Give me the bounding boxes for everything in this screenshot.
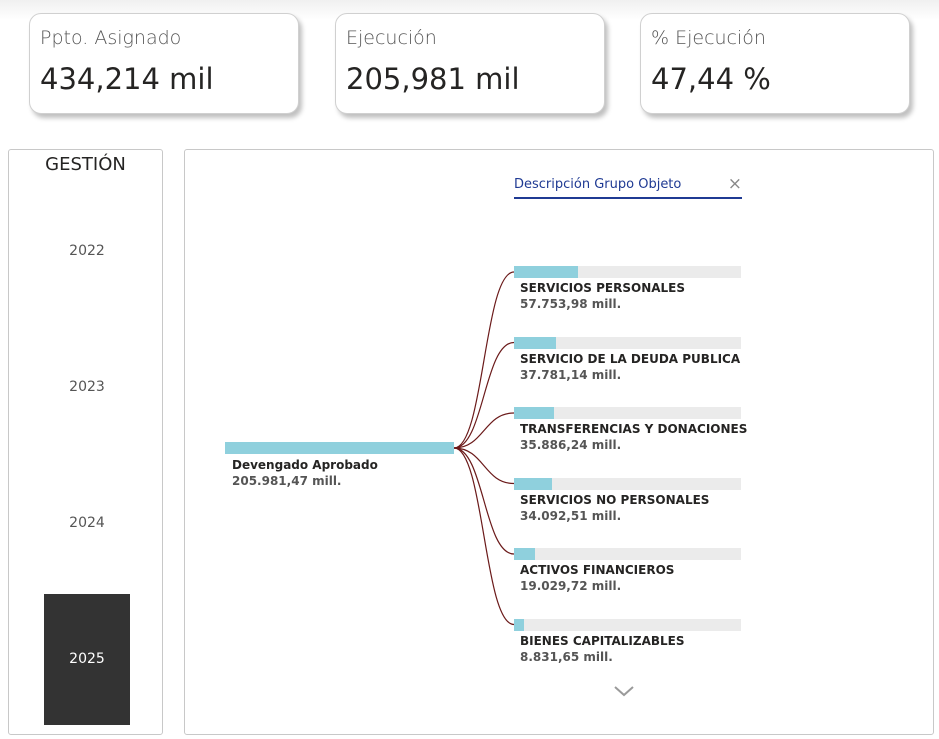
child-label: BIENES CAPITALIZABLES — [520, 633, 685, 648]
child-value: 34.092,51 mill. — [520, 508, 622, 523]
tree-link — [453, 447, 515, 555]
child-label: ACTIVOS FINANCIEROS — [520, 563, 675, 577]
year-option-2025[interactable]: 2025 — [44, 594, 130, 725]
kpi-card-execution-percent[interactable]: % Ejecución 47,44 % — [640, 13, 910, 114]
child-label: SERVICIOS NO PERSONALES — [520, 492, 710, 507]
root-label: Devengado Aprobado — [232, 458, 378, 472]
year-option-2024[interactable]: 2024 — [69, 515, 105, 531]
child-bar-fill — [514, 477, 552, 490]
tree-link — [453, 447, 515, 485]
child-bar[interactable] — [514, 618, 741, 631]
kpi-card-execution[interactable]: Ejecución 205,981 mil — [335, 13, 605, 114]
year-slicer: GESTIÓN 2022 2023 2024 2025 — [8, 149, 163, 735]
child-bar[interactable] — [514, 336, 741, 349]
level-header-label[interactable]: Descripción Grupo Objeto — [514, 177, 682, 192]
root-bar[interactable] — [225, 442, 454, 454]
slicer-title: GESTIÓN — [45, 154, 126, 175]
close-icon[interactable]: × — [727, 174, 742, 194]
child-bar[interactable] — [514, 407, 741, 419]
child-value: 8.831,65 mill. — [520, 649, 613, 664]
child-bar-fill — [514, 407, 554, 419]
child-value: 57.753,98 mill. — [520, 297, 622, 311]
child-bar-fill — [514, 548, 535, 560]
tree-link — [453, 271, 515, 449]
child-bar-fill — [514, 336, 556, 349]
kpi-title: Ppto. Asignado — [40, 27, 182, 49]
decomposition-tree: Descripción Grupo Objeto × Devengado Apr… — [184, 149, 934, 735]
year-option-2023[interactable]: 2023 — [69, 379, 105, 395]
child-label: SERVICIO DE LA DEUDA PUBLICA — [520, 351, 741, 366]
kpi-title: Ejecución — [346, 27, 437, 49]
tree-link — [453, 412, 515, 449]
tree-link — [453, 447, 515, 626]
tree-link — [453, 341, 515, 449]
child-label: SERVICIOS PERSONALES — [520, 281, 686, 295]
year-option-2022[interactable]: 2022 — [69, 243, 105, 259]
root-value: 205.981,47 mill. — [232, 474, 342, 488]
child-bar-fill — [514, 266, 578, 278]
child-label: TRANSFERENCIAS Y DONACIONES — [520, 422, 748, 436]
child-value: 19.029,72 mill. — [520, 579, 622, 593]
root-bar-fill — [225, 442, 454, 454]
kpi-value: 205,981 mil — [346, 62, 520, 96]
kpi-title: % Ejecución — [651, 27, 766, 49]
kpi-value: 434,214 mil — [40, 62, 214, 96]
child-bar[interactable] — [514, 477, 741, 490]
tree-connectors — [453, 271, 515, 626]
level-header: Descripción Grupo Objeto × — [514, 174, 742, 199]
child-bar[interactable] — [514, 548, 741, 560]
kpi-card-assigned-budget[interactable]: Ppto. Asignado 434,214 mil — [29, 13, 299, 114]
chevron-down-icon[interactable] — [613, 684, 635, 698]
kpi-value: 47,44 % — [651, 62, 771, 96]
child-bar[interactable] — [514, 266, 741, 278]
child-value: 37.781,14 mill. — [520, 367, 622, 382]
child-bar-fill — [514, 618, 524, 631]
child-value: 35.886,24 mill. — [520, 438, 622, 452]
